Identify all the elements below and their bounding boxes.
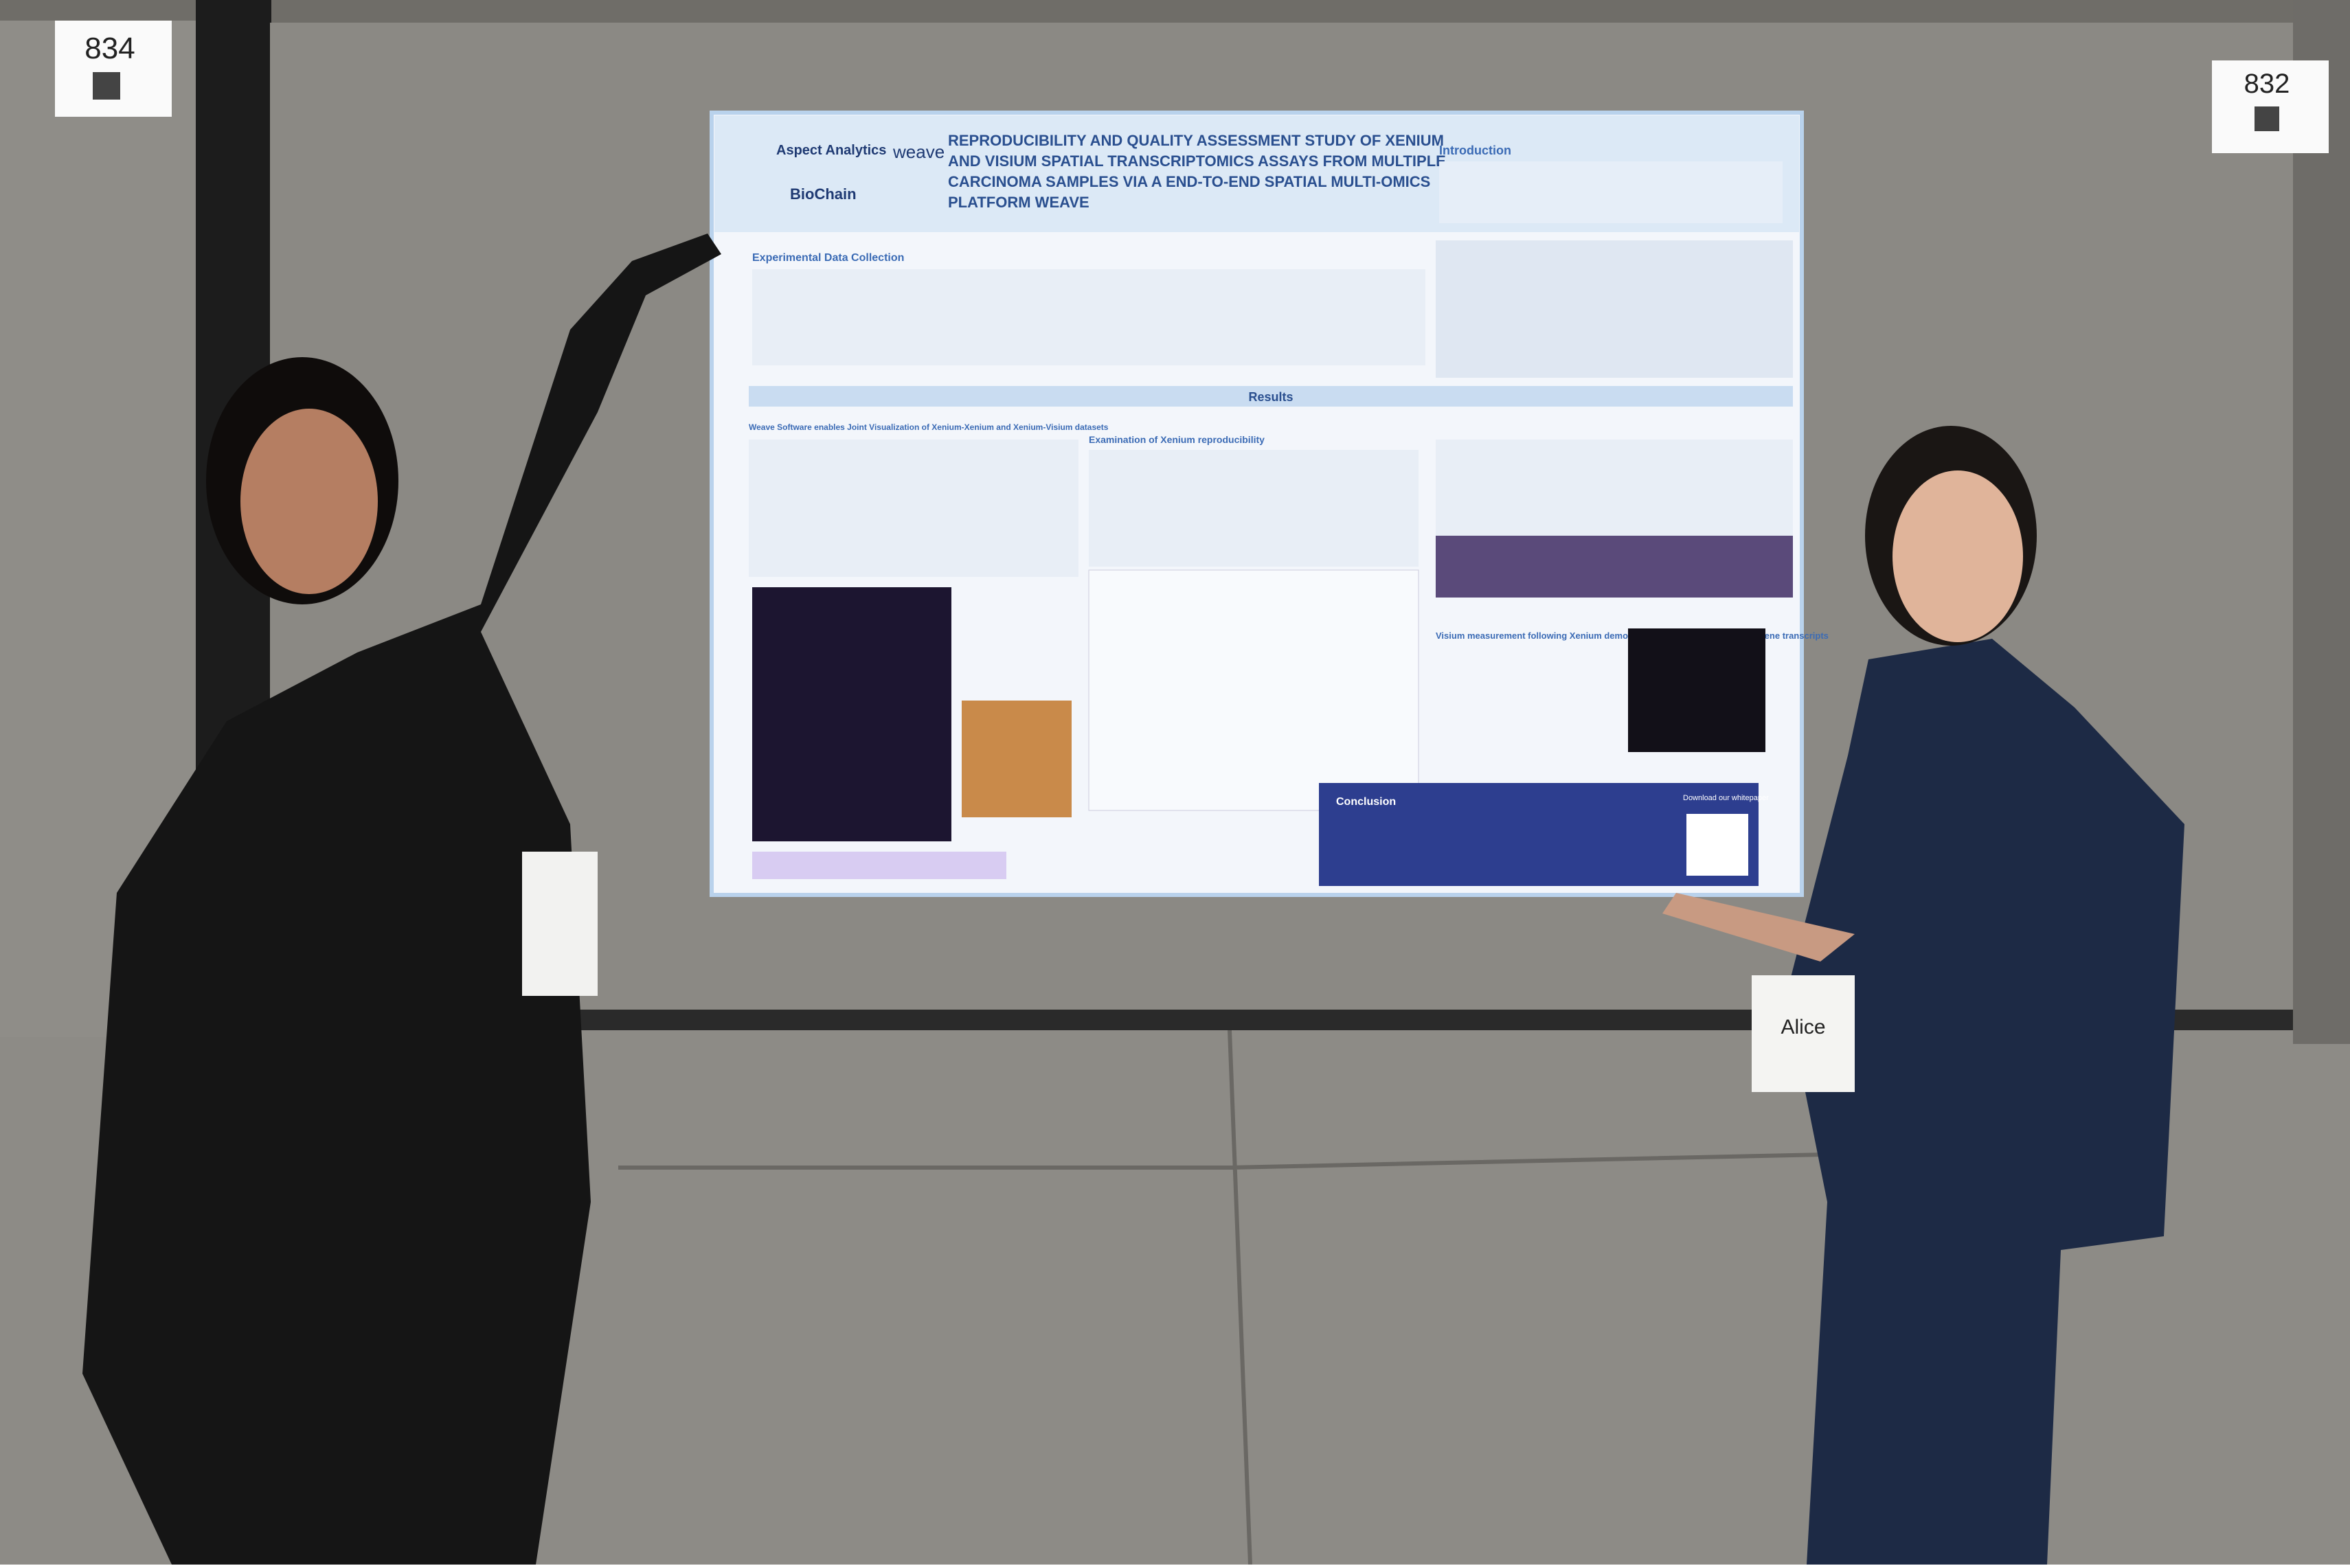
logo: BioChain (790, 185, 857, 203)
section-heading: Examination of Xenium reproducibility (1089, 434, 1265, 445)
text-block (749, 440, 1078, 577)
section-heading: Introduction (1439, 144, 1511, 157)
person-right (1786, 639, 2184, 1565)
name-badge (1752, 975, 1855, 1092)
figure (1436, 240, 1793, 378)
qr-code (93, 72, 120, 100)
figure (1628, 628, 1765, 752)
qr-code (1686, 814, 1748, 876)
qr-code (2255, 106, 2279, 131)
side-panel (2293, 0, 2350, 1044)
badge-name: Alice (1781, 1016, 1825, 1038)
section-heading: Weave Software enables Joint Visualizati… (749, 422, 1109, 432)
text-block (1439, 161, 1783, 223)
conclusion-box (1319, 783, 1759, 886)
poster-title: REPRODUCIBILITY AND QUALITY ASSESSMENT S… (948, 132, 1444, 149)
results-banner (749, 386, 1793, 407)
poster-title: CARCINOMA SAMPLES VIA A END-TO-END SPATI… (948, 173, 1430, 190)
text-block (1436, 440, 1793, 536)
booth-number: 832 (2244, 69, 2290, 99)
face (1893, 470, 2023, 642)
section-heading: Results (1248, 390, 1293, 404)
section-heading: Conclusion (1336, 796, 1396, 808)
text-block (1089, 450, 1419, 567)
logo: Aspect Analytics (776, 143, 886, 158)
floor-seam (618, 1030, 1855, 1565)
table (1088, 569, 1419, 811)
poster-title: AND VISIUM SPATIAL TRANSCRIPTOMICS ASSAY… (948, 152, 1446, 170)
download-label: Download our whitepaper (1683, 794, 1769, 802)
figure (752, 587, 951, 841)
figure (1436, 536, 1793, 598)
text-block (752, 269, 1425, 365)
booth-number: 834 (84, 32, 135, 65)
footer-note (752, 852, 1006, 879)
section-heading: Experimental Data Collection (752, 252, 904, 264)
poster-title: PLATFORM WEAVE (948, 194, 1089, 211)
person-left (82, 234, 721, 1565)
booth-sign (55, 21, 172, 117)
figure (962, 701, 1072, 817)
name-badge (522, 852, 598, 996)
hand (1662, 893, 1855, 962)
logo: weave (892, 141, 945, 162)
face (240, 409, 378, 594)
